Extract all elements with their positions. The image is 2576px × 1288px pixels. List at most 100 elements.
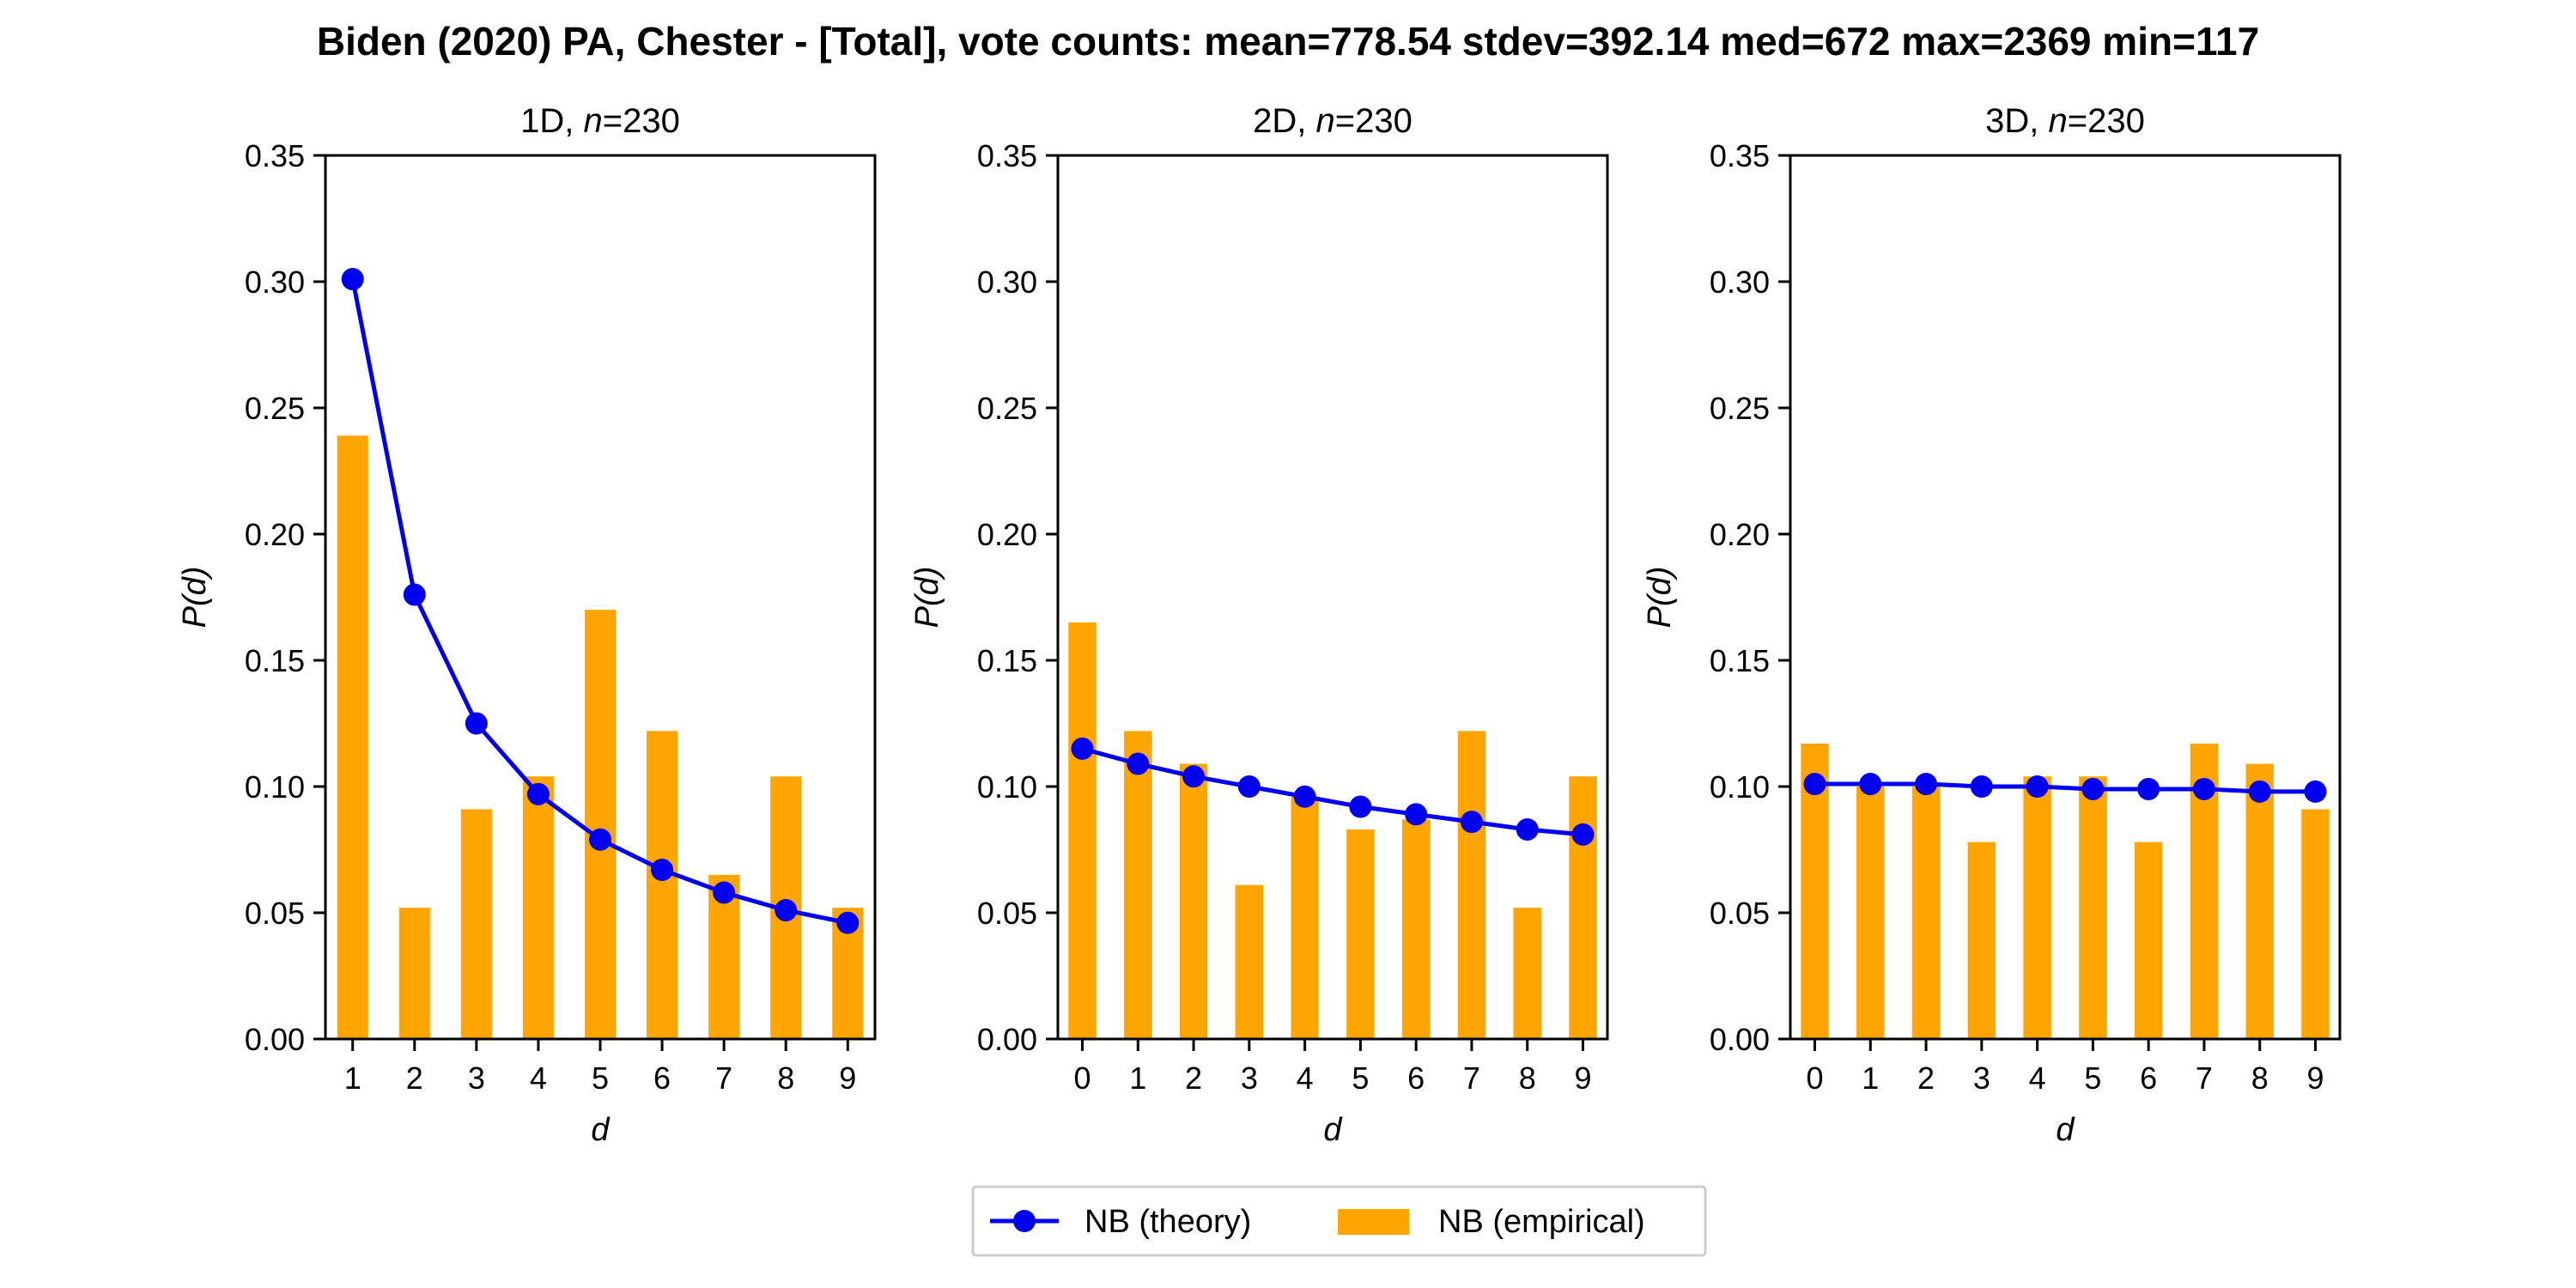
panel-3d-xtick-label: 6 xyxy=(2140,1060,2157,1096)
panel-2d-xtick-label: 1 xyxy=(1129,1060,1146,1096)
panel-2d-ytick-label: 0.10 xyxy=(977,769,1037,805)
panel-3d-xtick-label: 8 xyxy=(2251,1060,2269,1096)
panel-3d-theory-point-6 xyxy=(2137,777,2160,800)
panel-1d-theory-point-5 xyxy=(589,828,611,851)
panel-3d-xtick-label: 4 xyxy=(2029,1060,2046,1096)
panel-2d-bar-8 xyxy=(1513,908,1541,1039)
panel-1d-ylabel: P(d) xyxy=(177,567,213,629)
panel-1d-xtick-label: 2 xyxy=(406,1060,423,1096)
panel-2d-theory-point-1 xyxy=(1127,752,1150,775)
panel-1d-theory-point-3 xyxy=(465,712,488,735)
panel-3d-theory-point-9 xyxy=(2304,780,2327,803)
panel-1d-title-suffix: =230 xyxy=(603,102,680,140)
panel-2d-xtick-label: 7 xyxy=(1463,1060,1480,1096)
panel-2d-bar-9 xyxy=(1569,776,1597,1039)
panel-1d-xlabel: d xyxy=(591,1112,611,1148)
panel-2d-theory-point-6 xyxy=(1405,803,1428,826)
chart-title: Biden (2020) PA, Chester - [Total], vote… xyxy=(317,19,2259,64)
panel-2d-xtick-label: 5 xyxy=(1352,1060,1369,1096)
panel-3d-xtick-label: 2 xyxy=(1917,1060,1935,1096)
panel-3d-ytick-label: 0.10 xyxy=(1710,769,1770,805)
panel-1d-theory-point-8 xyxy=(775,899,798,922)
panel-1d-ytick-label: 0.05 xyxy=(245,896,305,931)
panel-1d-xtick-label: 9 xyxy=(839,1060,856,1096)
panel-2d: 2D, n=230 d P(d) 0.00 0.05 0.10 0.15 0.20 0.2… xyxy=(909,102,1609,1148)
panel-1d-theory-point-4 xyxy=(526,782,550,805)
panel-1d-title: 1D, n=230 xyxy=(520,102,680,140)
panel-1d-bar-4 xyxy=(522,776,554,1039)
panel-3d-theory-point-4 xyxy=(2026,775,2049,798)
panel-2d-ytick-label: 0.00 xyxy=(977,1022,1037,1057)
panel-1d-bar-1 xyxy=(337,435,368,1040)
panel-1d-ytick-label: 0.35 xyxy=(245,138,305,173)
panel-3d-xtick-label: 5 xyxy=(2084,1060,2101,1096)
panel-3d-bar-4 xyxy=(2023,776,2051,1039)
panel-3d-theory-point-7 xyxy=(2192,777,2215,800)
panel-3d-bar-6 xyxy=(2134,841,2163,1039)
panel-1d-xtick-label: 5 xyxy=(592,1060,609,1096)
panel-3d-bar-3 xyxy=(1967,841,1996,1039)
panel-2d-xtick-label: 9 xyxy=(1574,1060,1591,1096)
panel-1d-ytick-label: 0.20 xyxy=(245,517,305,552)
panel-1d-ytick-label: 0.25 xyxy=(245,391,305,426)
panel-2d-xtick-label: 2 xyxy=(1185,1060,1202,1096)
panel-3d-xlabel: d xyxy=(2056,1112,2075,1148)
panel-2d-xtick-label: 0 xyxy=(1073,1060,1091,1096)
panel-3d-ylabel: P(d) xyxy=(1642,567,1678,629)
panel-3d-theory-point-8 xyxy=(2248,780,2271,803)
legend-theory-marker xyxy=(1013,1210,1036,1232)
panel-1d-xtick-label: 4 xyxy=(530,1060,547,1096)
panel-2d-bar-4 xyxy=(1291,796,1319,1039)
panel-1d-bar-2 xyxy=(398,908,430,1039)
panel-2d-theory-point-3 xyxy=(1237,775,1261,798)
panel-1d-xtick-label: 8 xyxy=(777,1060,794,1096)
panel-3d-xtick-label: 0 xyxy=(1806,1060,1823,1096)
panel-2d-bar-2 xyxy=(1179,763,1208,1039)
panel-1d-theory-point-1 xyxy=(341,268,364,291)
panel-1d: 1D, n=230 d P(d) 0.00 0.05 0.10 0.15 0.20 0.2… xyxy=(177,102,877,1148)
panel-2d-title-suffix: =230 xyxy=(1335,102,1413,140)
panel-2d-xtick-label: 3 xyxy=(1241,1060,1258,1096)
panel-1d-xtick-label: 6 xyxy=(653,1060,671,1096)
panel-1d-xtick-label: 7 xyxy=(715,1060,732,1096)
panel-1d-title-n: n xyxy=(584,102,603,140)
panel-3d-xtick-label: 7 xyxy=(2196,1060,2213,1096)
panel-3d-title-prefix: 3D, xyxy=(1985,102,2048,140)
panel-3d-theory-point-2 xyxy=(1915,773,1938,796)
panel-3d-frame xyxy=(1789,154,2342,1041)
panel-1d-ytick-label: 0.15 xyxy=(245,643,305,678)
panel-3d-ytick-label: 0.15 xyxy=(1710,643,1770,678)
panel-3d-ytick-label: 0.35 xyxy=(1710,138,1770,173)
panel-3d-xtick-label: 9 xyxy=(2306,1060,2324,1096)
panel-1d-theory-point-2 xyxy=(403,583,426,606)
panel-1d-theory-point-7 xyxy=(713,881,736,904)
panel-2d-ytick-label: 0.35 xyxy=(977,138,1037,173)
panel-2d-ylabel: P(d) xyxy=(909,567,945,629)
panel-3d-theory-point-0 xyxy=(1803,773,1826,796)
panel-3d-ytick-label: 0.05 xyxy=(1710,896,1770,931)
panel-2d-theory-point-0 xyxy=(1071,737,1094,760)
panel-2d-bar-5 xyxy=(1346,829,1375,1039)
panel-2d-theory-point-4 xyxy=(1293,785,1316,808)
panel-2d-bar-1 xyxy=(1124,731,1152,1039)
panel-2d-ytick-label: 0.15 xyxy=(977,643,1037,678)
panel-3d-bar-1 xyxy=(1856,787,1885,1039)
panel-2d-bar-7 xyxy=(1457,731,1486,1039)
panel-2d-title-prefix: 2D, xyxy=(1253,102,1315,140)
panel-3d-bar-2 xyxy=(1911,787,1941,1039)
panel-1d-ytick-label: 0.00 xyxy=(245,1022,305,1057)
panel-2d-ytick-label: 0.20 xyxy=(977,517,1037,552)
panel-2d-xtick-label: 8 xyxy=(1519,1060,1536,1096)
panel-2d-xlabel: d xyxy=(1323,1112,1343,1148)
panel-2d-theory-point-9 xyxy=(1571,823,1595,846)
panel-2d-bar-0 xyxy=(1068,622,1097,1039)
legend-empirical-swatch xyxy=(1338,1209,1409,1235)
panel-3d-theory-point-1 xyxy=(1859,773,1882,796)
panel-1d-xtick-label: 1 xyxy=(344,1060,361,1096)
panel-3d-ytick-label: 0.00 xyxy=(1710,1022,1770,1057)
legend-empirical-label: NB (empirical) xyxy=(1438,1204,1645,1240)
panel-1d-bar-3 xyxy=(460,809,492,1039)
panel-1d-theory-point-9 xyxy=(836,911,860,934)
chart-legend: NB (theory) NB (empirical) xyxy=(971,1185,1707,1257)
